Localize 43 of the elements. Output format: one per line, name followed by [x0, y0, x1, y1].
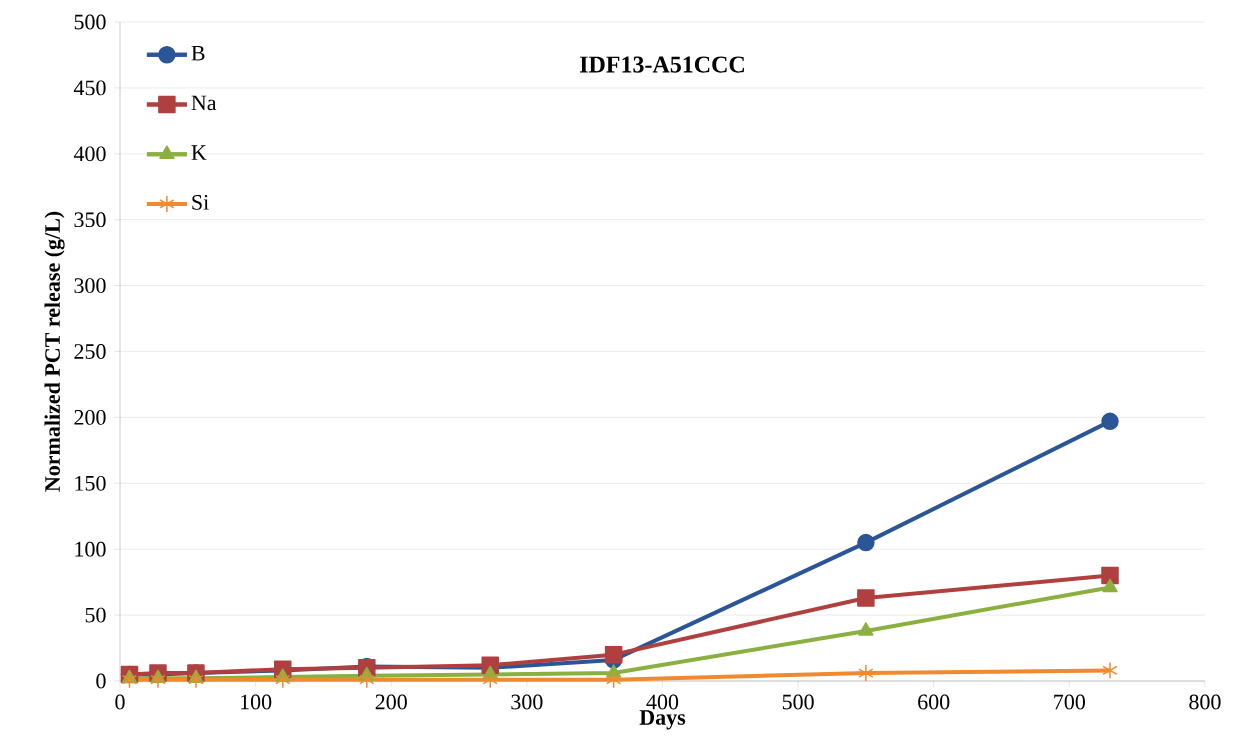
x-tick-label: 200 — [375, 694, 407, 710]
y-axis-title: Normalized PCT release (g/L) — [44, 211, 65, 492]
x-tick-label: 300 — [511, 694, 543, 710]
x-tick-label: 400 — [646, 694, 679, 710]
x-tick-label: 600 — [918, 694, 950, 710]
point — [121, 670, 138, 689]
y-tick-label: 150 — [75, 475, 106, 491]
x-tick-label: 500 — [782, 694, 814, 710]
point — [605, 670, 622, 689]
point — [359, 670, 375, 689]
y-tick-label: 250 — [74, 344, 106, 359]
y-tick-label: 50 — [85, 607, 106, 623]
point — [858, 622, 874, 636]
text: IDF13-A51CCC — [579, 56, 744, 73]
point — [857, 533, 875, 552]
x-axis-title: Days — [639, 710, 686, 730]
y-tick-label: 200 — [74, 409, 106, 425]
legend-label: K — [191, 145, 207, 160]
y-tick-label: 450 — [73, 80, 106, 96]
x-tick-label: 800 — [1189, 694, 1221, 710]
x-tick-label: 0 — [115, 694, 125, 710]
point — [1101, 566, 1119, 585]
point — [1102, 578, 1118, 593]
legend-label: B — [191, 45, 205, 61]
y-tick-label: 0 — [96, 673, 106, 689]
point — [482, 670, 498, 689]
legend-label: Na — [191, 95, 217, 111]
y-tick-label: 350 — [74, 212, 106, 228]
legend-label: Si — [192, 195, 209, 210]
y-tick-label: 500 — [74, 14, 106, 30]
y-tick-label: 100 — [75, 541, 106, 557]
point — [1102, 661, 1118, 680]
y-tick-label: 300 — [74, 278, 106, 294]
point — [150, 670, 166, 689]
point — [858, 664, 874, 682]
point — [188, 670, 204, 689]
point — [1101, 412, 1119, 431]
y-tick-label: 400 — [73, 146, 106, 162]
point — [857, 589, 875, 607]
point — [275, 670, 291, 689]
x-tick-label: 100 — [241, 694, 272, 710]
x-tick-label: 700 — [1054, 694, 1085, 710]
point — [604, 645, 623, 664]
